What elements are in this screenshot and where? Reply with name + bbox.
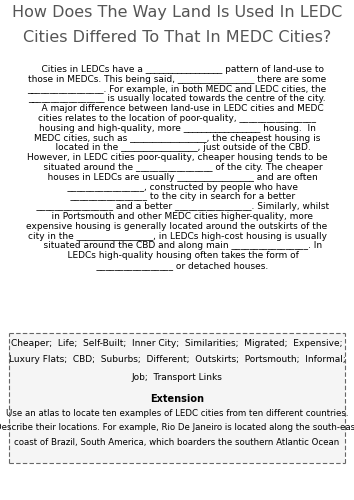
Text: Luxury Flats;  CBD;  Suburbs;  Different;  Outskirts;  Portsmouth;  Informal;: Luxury Flats; CBD; Suburbs; Different; O… <box>8 356 346 364</box>
Text: houses in LEDCs are usually _________________ and are often: houses in LEDCs are usually ____________… <box>36 173 318 182</box>
Text: _________________ is usually located towards the centre of the city.: _________________ is usually located tow… <box>28 94 326 104</box>
Text: MEDC cities, such as _________________, the cheapest housing is: MEDC cities, such as _________________, … <box>34 134 320 142</box>
Text: Cheaper;  Life;  Self-Built;  Inner City;  Similarities;  Migrated;  Expensive;: Cheaper; Life; Self-Built; Inner City; S… <box>11 338 343 347</box>
Text: housing and high-quality, more _________________ housing.  In: housing and high-quality, more _________… <box>39 124 315 133</box>
Text: in Portsmouth and other MEDC cities higher-quality, more: in Portsmouth and other MEDC cities high… <box>40 212 314 221</box>
Text: situated around the _________________ of the city. The cheaper: situated around the _________________ of… <box>32 163 322 172</box>
Text: Use an atlas to locate ten examples of LEDC cities from ten different countries.: Use an atlas to locate ten examples of L… <box>6 408 348 418</box>
Text: LEDCs high-quality housing often takes the form of: LEDCs high-quality housing often takes t… <box>56 251 298 260</box>
Text: However, in LEDC cities poor-quality, cheaper housing tends to be: However, in LEDC cities poor-quality, ch… <box>27 153 327 162</box>
Text: Cities in LEDCs have a _________________ pattern of land-use to: Cities in LEDCs have a _________________… <box>30 65 324 74</box>
Text: How Does The Way Land Is Used In LEDC: How Does The Way Land Is Used In LEDC <box>12 5 342 20</box>
Text: those in MEDCs. This being said, _________________ there are some: those in MEDCs. This being said, _______… <box>28 75 326 84</box>
Text: Extension: Extension <box>150 394 204 404</box>
Text: _________________ to the city in search for a better: _________________ to the city in search … <box>59 192 295 202</box>
Text: Job;  Transport Links: Job; Transport Links <box>132 372 222 382</box>
Text: city in the _________________, in LEDCs high-cost housing is usually: city in the _________________, in LEDCs … <box>28 232 326 240</box>
Text: expensive housing is generally located around the outskirts of the: expensive housing is generally located a… <box>27 222 327 231</box>
Text: _________________ or detached houses.: _________________ or detached houses. <box>85 261 269 270</box>
Text: located in the _________________, just outside of the CBD.: located in the _________________, just o… <box>44 144 310 152</box>
Text: A major difference between land-use in LEDC cities and MEDC: A major difference between land-use in L… <box>30 104 324 113</box>
Text: _________________ and a better _________________. Similarly, whilst: _________________ and a better _________… <box>25 202 329 211</box>
Text: _________________, constructed by people who have: _________________, constructed by people… <box>56 182 298 192</box>
Text: situated around the CBD and along main _________________. In: situated around the CBD and along main _… <box>32 242 322 250</box>
Text: Describe their locations. For example, Rio De Janeiro is located along the south: Describe their locations. For example, R… <box>0 424 354 432</box>
Text: coast of Brazil, South America, which boarders the southern Atlantic Ocean: coast of Brazil, South America, which bo… <box>15 438 339 448</box>
Text: _________________. For example, in both MEDC and LEDC cities, the: _________________. For example, in both … <box>27 84 327 94</box>
Text: Cities Differed To That In MEDC Cities?: Cities Differed To That In MEDC Cities? <box>23 30 331 45</box>
Bar <box>9 332 345 462</box>
Text: cities relates to the location of poor-quality, _________________: cities relates to the location of poor-q… <box>38 114 316 123</box>
